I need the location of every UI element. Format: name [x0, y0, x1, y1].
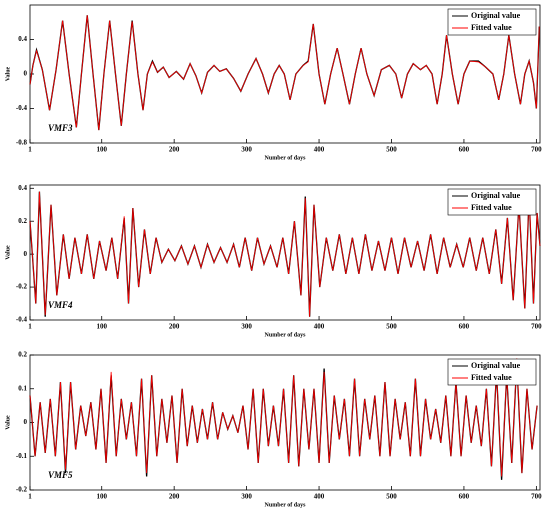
x-tick-label: 300 — [241, 323, 252, 331]
x-tick-label: 500 — [386, 146, 397, 154]
x-tick-label: 400 — [314, 493, 325, 501]
y-tick-label: 0.1 — [18, 384, 27, 392]
y-axis-label: Value — [5, 415, 11, 430]
x-axis-label: Number of days — [265, 502, 307, 508]
legend-label: Fitted value — [471, 203, 512, 212]
annotation: VMF3 — [48, 123, 73, 133]
x-tick-label: 1 — [28, 146, 32, 154]
y-tick-label: -0.8 — [16, 139, 28, 147]
x-tick-label: 500 — [386, 323, 397, 331]
x-tick-label: 500 — [386, 493, 397, 501]
y-tick-label: -0.4 — [16, 104, 28, 112]
x-tick-label: 200 — [169, 146, 180, 154]
x-tick-label: 100 — [96, 493, 107, 501]
x-tick-label: 200 — [169, 493, 180, 501]
y-axis-label: Value — [5, 66, 11, 81]
y-tick-label: 0 — [24, 70, 28, 78]
legend-label: Fitted value — [471, 23, 512, 32]
legend-box — [447, 8, 537, 36]
x-tick-label: 600 — [459, 146, 470, 154]
y-tick-label: 0 — [24, 418, 28, 426]
annotation: VMF5 — [48, 470, 73, 480]
y-tick-label: 0.2 — [18, 351, 27, 359]
x-tick-label: 300 — [241, 146, 252, 154]
x-tick-label: 300 — [241, 493, 252, 501]
legend-box — [447, 188, 537, 216]
y-tick-label: 0.4 — [18, 35, 27, 43]
x-tick-label: 700 — [531, 323, 542, 331]
y-tick-label: -0.2 — [16, 486, 28, 494]
x-axis-label: Number of days — [265, 332, 307, 338]
legend-box — [447, 358, 537, 386]
x-tick-label: 1 — [28, 493, 32, 501]
x-tick-label: 700 — [531, 146, 542, 154]
legend-label: Original value — [471, 361, 521, 370]
x-tick-label: 400 — [314, 323, 325, 331]
y-tick-label: -0.1 — [16, 452, 28, 460]
y-axis-label: Value — [5, 245, 11, 260]
legend-label: Original value — [471, 11, 521, 20]
series-line — [29, 358, 538, 477]
y-tick-label: 0.4 — [18, 184, 27, 192]
x-tick-label: 200 — [169, 323, 180, 331]
x-tick-label: 700 — [531, 493, 542, 501]
x-tick-label: 100 — [96, 146, 107, 154]
y-tick-label: 0.2 — [18, 217, 27, 225]
x-tick-label: 1 — [28, 323, 32, 331]
x-tick-label: 600 — [459, 323, 470, 331]
annotation: VMF4 — [48, 300, 73, 310]
x-tick-label: 100 — [96, 323, 107, 331]
y-tick-label: 0 — [24, 250, 28, 258]
legend-label: Fitted value — [471, 373, 512, 382]
series-line — [29, 15, 540, 131]
series-line — [29, 191, 541, 317]
y-tick-label: -0.2 — [16, 283, 28, 291]
x-tick-label: 600 — [459, 493, 470, 501]
y-tick-label: -0.4 — [16, 316, 28, 324]
legend-label: Original value — [471, 191, 521, 200]
x-tick-label: 400 — [314, 146, 325, 154]
x-axis-label: Number of days — [265, 155, 307, 161]
